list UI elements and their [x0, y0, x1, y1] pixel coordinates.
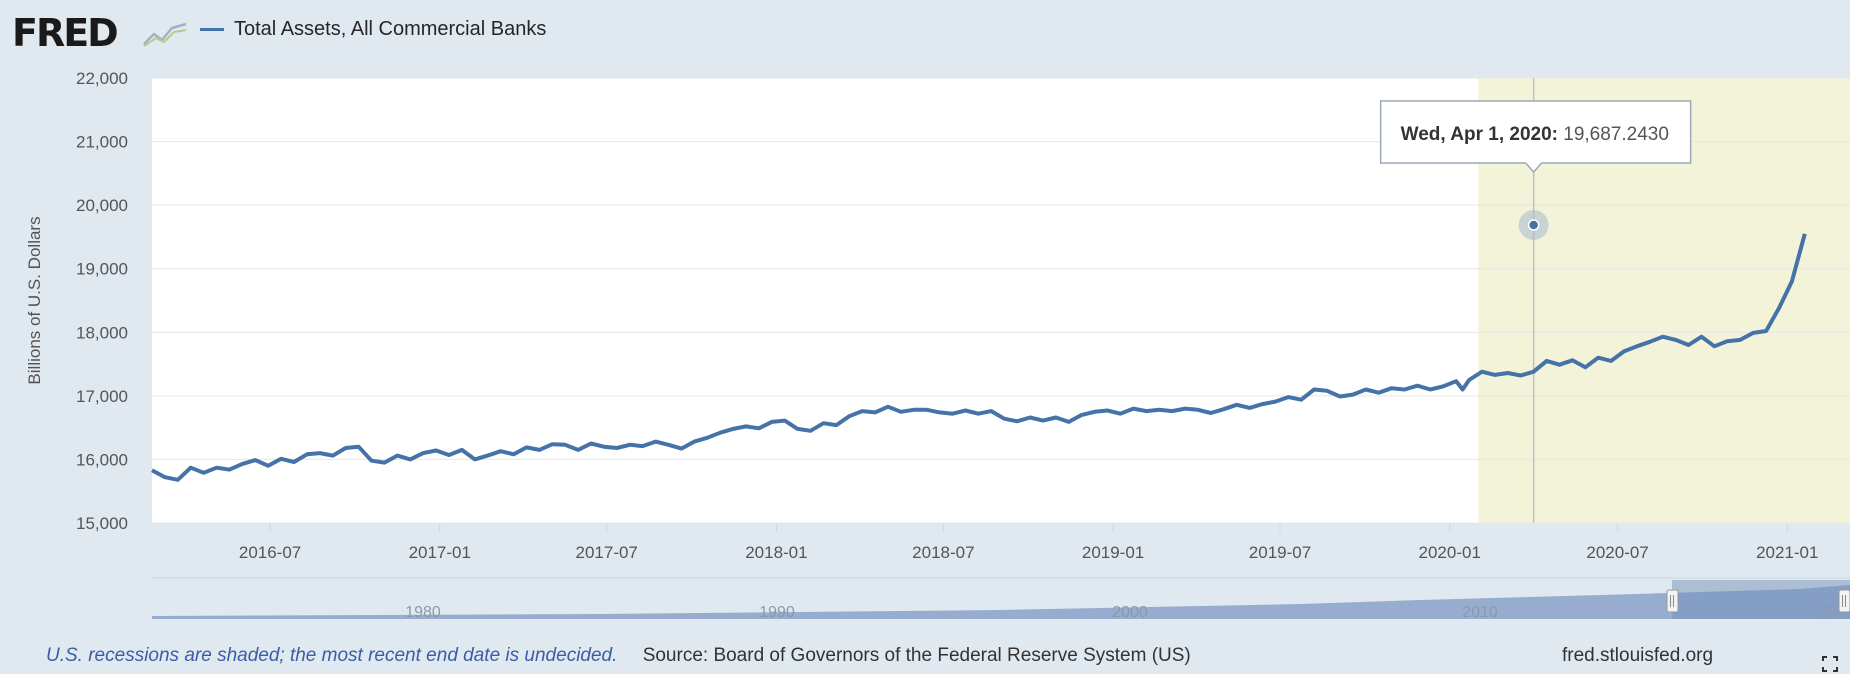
- tooltip-value: 19,687.2430: [1563, 124, 1669, 145]
- x-tick-label: 2019-07: [1249, 543, 1311, 562]
- hover-point[interactable]: [1529, 220, 1539, 230]
- navigator-handle[interactable]: [1667, 590, 1678, 612]
- x-tick-label: 2021-01: [1756, 543, 1818, 562]
- x-tick-label: 2020-01: [1419, 543, 1481, 562]
- y-tick-label: 19,000: [76, 260, 128, 279]
- navigator-tick-label: 1990: [759, 604, 795, 621]
- footer: U.S. recessions are shaded; the most rec…: [46, 645, 1191, 667]
- y-tick-label: 16,000: [76, 450, 128, 469]
- x-tick-label: 2019-01: [1082, 543, 1144, 562]
- tooltip: Wed, Apr 1, 2020: 19,687.2430: [1381, 101, 1691, 172]
- y-tick-label: 21,000: [76, 133, 128, 152]
- navigator-handle[interactable]: [1839, 590, 1850, 612]
- y-tick-label: 20,000: [76, 196, 128, 215]
- tooltip-date: Wed, Apr 1, 2020:: [1401, 124, 1564, 145]
- x-tick-label: 2020-07: [1586, 543, 1648, 562]
- navigator-tick-label: 1980: [405, 604, 441, 621]
- recession-note: U.S. recessions are shaded; the most rec…: [46, 645, 617, 666]
- y-tick-label: 18,000: [76, 323, 128, 342]
- y-tick-label: 15,000: [76, 514, 128, 533]
- x-tick-label: 2017-01: [409, 543, 471, 562]
- x-tick-label: 2017-07: [576, 543, 638, 562]
- source-text: Source: Board of Governors of the Federa…: [643, 645, 1191, 666]
- y-tick-label: 17,000: [76, 387, 128, 406]
- y-tick-label: 22,000: [76, 69, 128, 88]
- legend-label: Total Assets, All Commercial Banks: [234, 18, 546, 41]
- fullscreen-icon[interactable]: [1822, 656, 1838, 672]
- navigator-tick-label: 2010: [1462, 604, 1498, 621]
- x-tick-label: 2018-01: [745, 543, 807, 562]
- tooltip-text: Wed, Apr 1, 2020: 19,687.2430: [1401, 124, 1669, 145]
- navigator-tick-label: 2000: [1112, 604, 1148, 621]
- navigator-tick-label: 20: [1819, 604, 1837, 621]
- site-link[interactable]: fred.stlouisfed.org: [1562, 645, 1713, 667]
- line-chart-icon: [142, 20, 188, 48]
- y-axis-label: Billions of U.S. Dollars: [25, 216, 44, 384]
- legend-swatch: [200, 28, 224, 31]
- fred-logo[interactable]: FRED: [12, 10, 117, 56]
- x-tick-label: 2016-07: [239, 543, 301, 562]
- x-tick-label: 2018-07: [912, 543, 974, 562]
- legend: Total Assets, All Commercial Banks: [200, 18, 546, 41]
